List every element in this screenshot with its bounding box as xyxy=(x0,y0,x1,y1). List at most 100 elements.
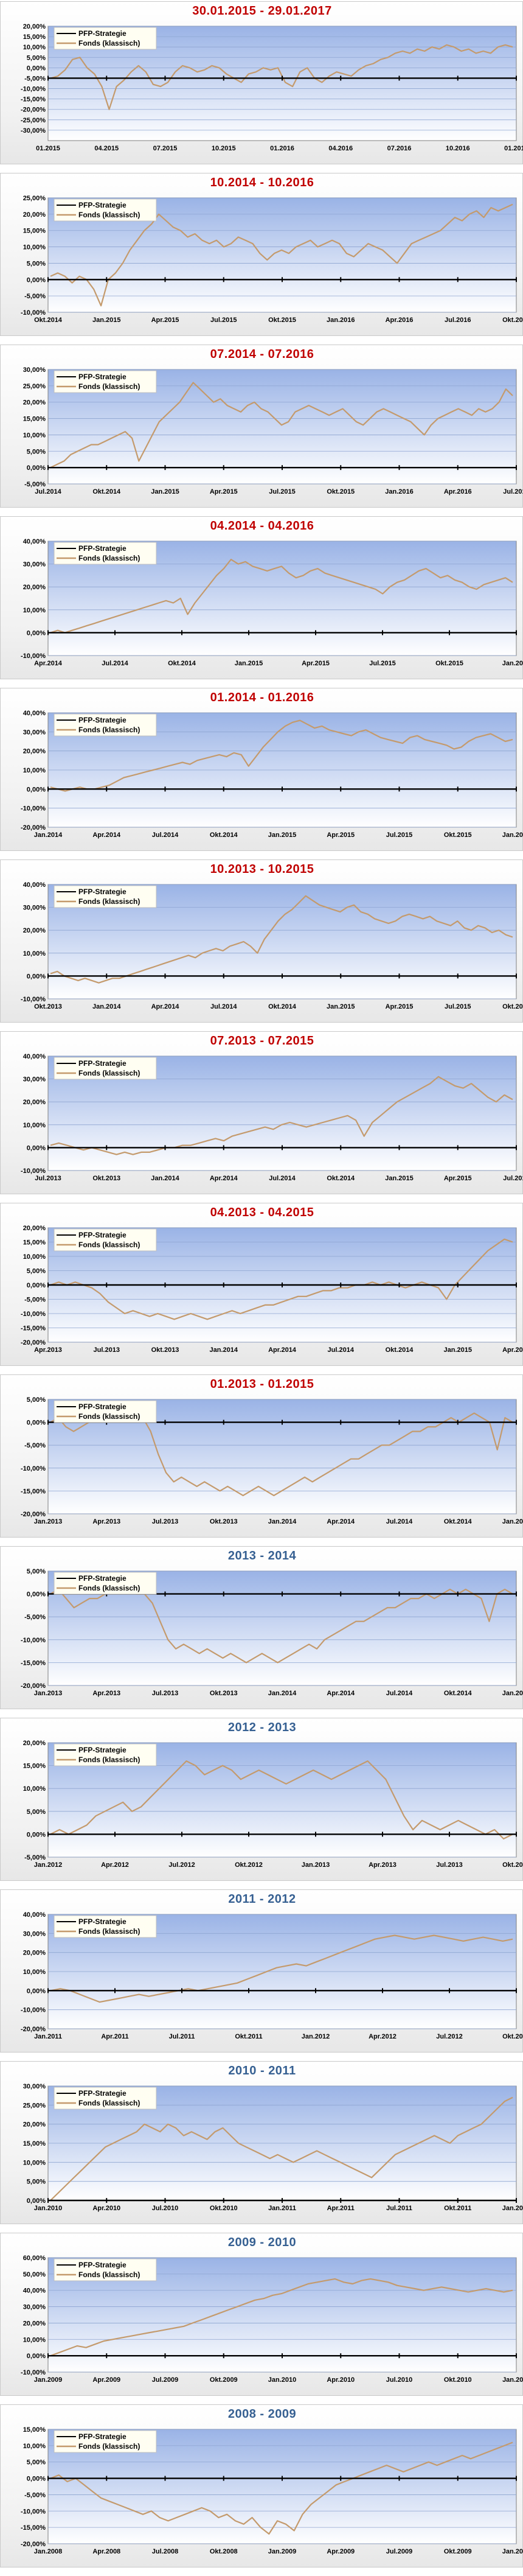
x-tick-label: Jul.2013 xyxy=(436,1861,462,1869)
series-line-fonds xyxy=(50,44,513,110)
series-line-fonds xyxy=(50,2441,513,2535)
legend-label-pfp: PFP-Strategie xyxy=(78,1574,126,1583)
x-tick-label: Jan.2016 xyxy=(385,488,413,495)
y-tick-label: 20,00% xyxy=(23,2320,46,2327)
x-tick-label: Jan.2013 xyxy=(34,1518,62,1525)
x-tick-label: Apr.2009 xyxy=(92,2376,120,2384)
y-tick-label: 20,00% xyxy=(23,211,46,219)
x-tick-label: Jul.2013 xyxy=(152,1690,178,1697)
x-tick-label: Apr.2013 xyxy=(369,1861,397,1869)
legend-label-fonds: Fonds (klassisch) xyxy=(78,39,140,47)
y-tick-label: 30,00% xyxy=(23,1076,46,1083)
x-tick-label: 10.2015 xyxy=(212,145,236,152)
legend-box xyxy=(54,2430,157,2453)
y-tick-label: 10,00% xyxy=(23,244,46,251)
x-tick-label: Apr.2014 xyxy=(327,1690,355,1697)
x-tick-label: Apr.2011 xyxy=(327,2205,355,2212)
y-tick-label: -20,00% xyxy=(21,1339,46,1346)
y-tick-label: 10,00% xyxy=(23,950,46,957)
chart-svg: 25,00% 20,00% 15,00% 10,00% 5,00% 0,00% -5,00%… xyxy=(21,195,523,324)
y-tick-label: -20,00% xyxy=(21,824,46,831)
y-tick-label: -15,00% xyxy=(21,1488,46,1495)
series-line-fonds xyxy=(50,382,513,469)
y-tick-label: -10,00% xyxy=(21,1167,46,1175)
x-tick-label: Okt.2008 xyxy=(210,2548,238,2555)
legend-label-fonds: Fonds (klassisch) xyxy=(78,382,140,391)
legend-box xyxy=(54,2258,157,2281)
y-tick-label: 40,00% xyxy=(23,538,46,545)
y-tick-label: 20,00% xyxy=(23,927,46,934)
x-tick-label: Jul.2014 xyxy=(152,831,179,839)
y-tick-label: 0,00% xyxy=(27,1282,46,1289)
x-tick-label: Jan.2011 xyxy=(34,2033,62,2040)
x-tick-label: Apr.2012 xyxy=(101,1861,129,1869)
y-tick-label: -15,00% xyxy=(21,96,46,103)
x-tick-label: Okt.2012 xyxy=(235,1861,263,1869)
chart-title: 2008 - 2009 xyxy=(227,2407,297,2421)
chart-title: 07.2013 - 07.2015 xyxy=(210,1034,314,1048)
x-tick-label: Jan.2012 xyxy=(502,2205,523,2212)
x-tick-label: Okt.2015 xyxy=(444,831,472,839)
chart-title: 07.2014 - 07.2016 xyxy=(210,348,314,361)
x-tick-label: Apr.2014 xyxy=(268,1346,297,1354)
x-tick-label: Jul.2014 xyxy=(328,1346,355,1354)
chart-panel: 07.2013 - 07.2015 40,00% 30,00% 20,00% 10,00… xyxy=(0,1031,523,1194)
x-tick-label: Jul.2014 xyxy=(102,660,128,667)
chart-title: 2013 - 2014 xyxy=(227,1549,297,1563)
y-tick-label: 10,00% xyxy=(23,432,46,439)
y-tick-label: 40,00% xyxy=(23,710,46,717)
x-tick-label: Okt.2015 xyxy=(435,660,463,667)
chart-svg: 40,00%30,00%20,00%10,00%0,00%-10,00%Apr.… xyxy=(21,538,523,667)
y-tick-label: -15,00% xyxy=(21,1659,46,1667)
x-tick-label: Jan.2014 xyxy=(34,831,63,839)
y-tick-label: -10,00% xyxy=(21,2007,46,2014)
x-tick-label: Jan.2015 xyxy=(502,1690,523,1697)
chart-svg: 60,00% 50,00% 40,00% 30,00% 20,00% 10,00% 0,00… xyxy=(21,2255,523,2384)
y-tick-label: 40,00% xyxy=(23,1911,46,1919)
x-tick-label: Jul.2009 xyxy=(386,2548,412,2555)
x-tick-label: Jul.2014 xyxy=(210,1003,237,1010)
series-line-fonds xyxy=(50,1238,513,1320)
x-tick-label: Okt.2014 xyxy=(327,1175,355,1182)
x-tick-label: Okt.2014 xyxy=(444,1518,473,1525)
legend-label-pfp: PFP-Strategie xyxy=(78,2432,126,2441)
chart-panel: 01.2013 - 01.2015 5,00% 0,00% -5,00% -10,00%… xyxy=(0,1374,523,1538)
legend-label-fonds: Fonds (klassisch) xyxy=(78,1755,140,1764)
x-tick-label: Jan.2015 xyxy=(444,1346,472,1354)
chart-svg: 40,00% 30,00% 20,00% 10,00% 0,00% -10,00% -20,… xyxy=(21,1911,523,2040)
x-tick-label: Apr.2015 xyxy=(502,1346,523,1354)
y-tick-label: 25,00% xyxy=(23,195,46,202)
x-tick-label: Jul.2015 xyxy=(503,1175,523,1182)
legend-label-pfp: PFP-Strategie xyxy=(78,1402,126,1411)
legend-label-fonds: Fonds (klassisch) xyxy=(78,1241,140,1249)
x-tick-label: Okt.2014 xyxy=(168,660,196,667)
legend-label-pfp: PFP-Strategie xyxy=(78,1059,126,1068)
legend-box xyxy=(54,1743,157,1766)
x-tick-label: Jul.2011 xyxy=(386,2205,412,2212)
y-tick-label: 0,00% xyxy=(27,1419,46,1427)
legend-box xyxy=(54,1400,157,1423)
x-tick-label: Okt.2015 xyxy=(268,317,296,324)
chart-panel: 2009 - 2010 60,00% 50,00% 40,00% 30,00% 20,00… xyxy=(0,2233,523,2396)
chart-svg: 20,00%15,00%10,00%5,00%0,00%-5,00%Jan.20… xyxy=(23,1740,523,1869)
x-tick-label: Okt.2014 xyxy=(34,317,63,324)
y-tick-label: -20,00% xyxy=(21,1682,46,1690)
y-tick-label: 40,00% xyxy=(23,881,46,889)
y-tick-label: 0,00% xyxy=(27,1831,46,1838)
x-tick-label: Okt.2012 xyxy=(502,2033,523,2040)
chart-panel: 2008 - 2009 15,00% 10,00% 5,00% 0,00% -5,00% -… xyxy=(0,2404,523,2567)
y-tick-label: 20,00% xyxy=(23,584,46,591)
y-tick-label: 10,00% xyxy=(23,1969,46,1976)
y-tick-label: 0,00% xyxy=(27,1987,46,1995)
x-tick-label: Apr.2015 xyxy=(386,1003,414,1010)
x-tick-label: Jan.2016 xyxy=(502,660,523,667)
y-tick-label: -10,00% xyxy=(21,2369,46,2376)
legend-label-pfp: PFP-Strategie xyxy=(78,2089,126,2098)
y-tick-label: 10,00% xyxy=(23,1122,46,1129)
series-line-fonds xyxy=(50,2278,513,2357)
y-tick-label: -20,00% xyxy=(21,2026,46,2033)
legend-label-pfp: PFP-Strategie xyxy=(78,716,126,724)
legend-label-pfp: PFP-Strategie xyxy=(78,2261,126,2269)
series-line-fonds xyxy=(50,2096,513,2201)
chart-svg: 5,00%0,00%-5,00%-10,00%-15,00%-20,00%Jan… xyxy=(21,1396,523,1525)
